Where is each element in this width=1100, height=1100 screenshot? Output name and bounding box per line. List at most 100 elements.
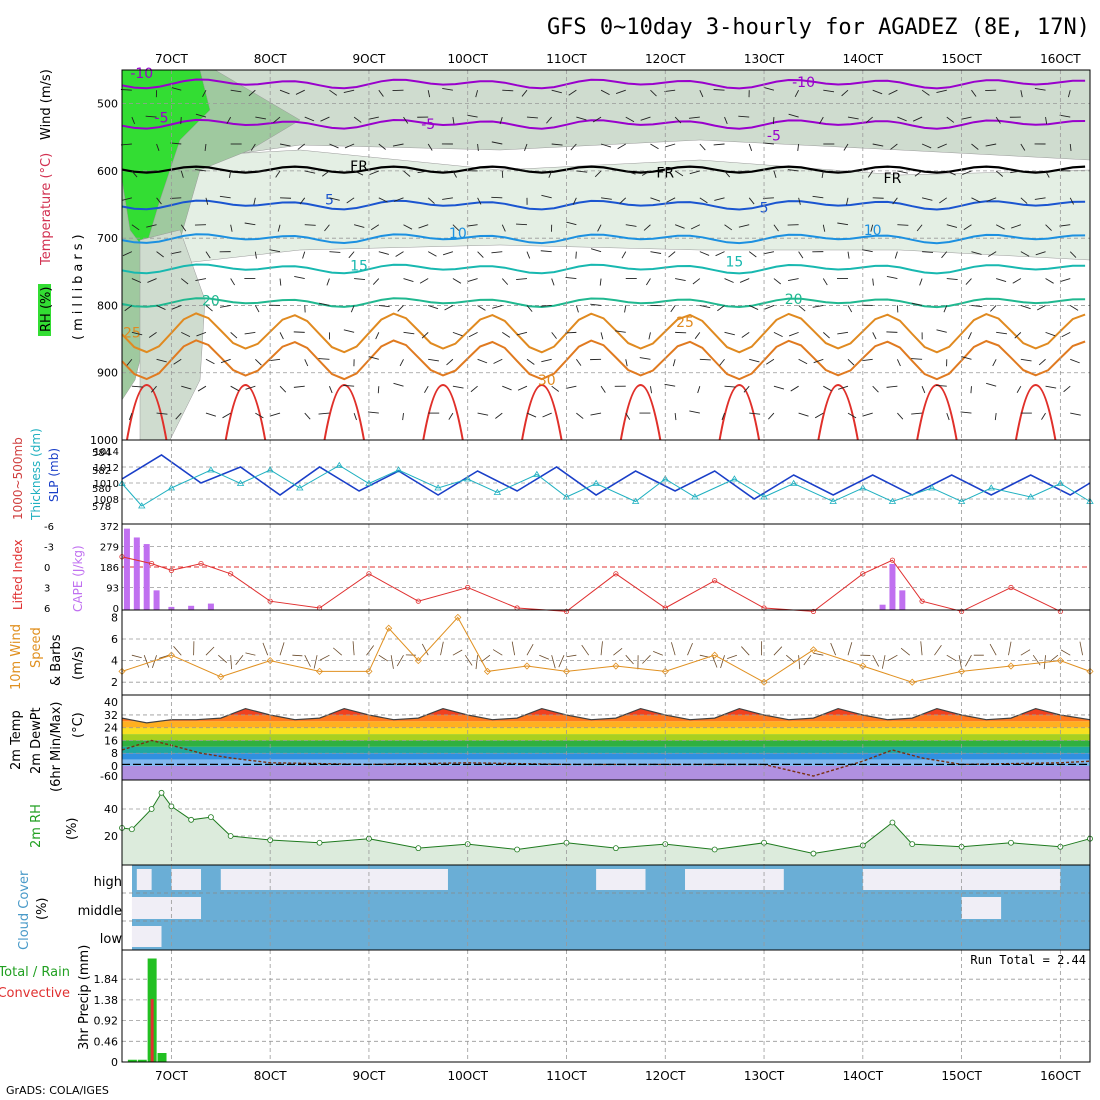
wind-barb [393,382,404,387]
temp-tick: 24 [104,722,118,735]
thickness-range-label: 1000~500mb [11,437,25,520]
wind10m-barb [218,654,228,664]
wind-barb [867,170,874,178]
wind-barb [594,170,602,178]
wind-barbs-label: & Barbs [49,634,64,686]
rh-point [227,833,234,839]
wind-barb [790,385,799,392]
wind-barb [470,385,478,393]
wind-barb [961,356,972,360]
wind-barb [724,331,735,336]
wind-barb [248,89,256,97]
wind-barb [343,89,355,94]
thickness-point [464,475,472,482]
wind-barb [477,143,479,152]
cape-label: CAPE (J/kg) [71,545,85,612]
surface-isotherm-arch [619,384,662,441]
wind-barb [427,251,437,257]
wind-barb [526,412,537,418]
wind10m-barb [798,655,801,670]
wind-barb [619,197,627,204]
wind-barb [346,197,355,204]
li-point [149,560,155,567]
wind-barb [970,386,972,394]
rh-point [415,845,422,852]
thickness-point [730,475,739,482]
wind-barb [764,305,775,310]
contour-label: 20 [202,293,220,309]
wind-barb [230,89,242,93]
wind-barb [625,224,637,227]
wind-barb [939,197,948,204]
wind-barb [996,331,1007,335]
surface-isotherm-arch [817,384,859,441]
wind-barb [738,170,750,173]
wind-barb [145,170,157,173]
wind10m-barb [1048,654,1059,663]
wind-barb [773,385,785,390]
wind-barb [1020,251,1030,257]
wind-barb [838,385,849,390]
thickness-point [434,484,442,491]
precip-conv-bar [150,999,154,1062]
wind-barb [121,197,132,201]
wind-barb [961,170,972,176]
wind-barb [156,143,160,151]
li-point [198,560,204,567]
wind-barb [897,224,909,226]
wind-barb [1045,117,1048,125]
wind-barb [326,278,330,286]
thickness-point [493,488,502,495]
top-time-axis: 7OCT 8OCT 9OCT 10OCT 11OCT 12OCT 13OCT 14OCT 15O… [155,52,1081,66]
wind-barb [551,385,560,392]
wind-barb [916,224,923,232]
wind10m-barb [600,641,603,656]
wind-barb [181,385,192,390]
wind10m-barb [773,646,783,656]
wind-barb [302,251,306,259]
wind10m-barb [159,654,170,659]
top-tick-label: 12OCT [645,52,686,66]
wind-speed-point [385,624,393,632]
wind-barb [477,251,484,258]
run-total-label: Run Total = 2.44 [970,953,1086,967]
thickness-point [394,466,403,473]
wind-barb [971,251,982,255]
temp-band [122,740,1090,747]
dewpoint-line [121,739,1091,777]
pressure-tick: 800 [97,299,118,312]
thickness-point [138,502,146,509]
rh-shade-saturated [121,69,211,251]
wind-barb [279,278,282,286]
rh-point [711,846,718,853]
wind-barb [724,116,728,125]
wind-barb [670,305,676,313]
wind10m-barb [900,647,910,656]
wind-barb [823,332,830,339]
wind-barb [230,332,238,339]
pressure-tick: 700 [97,232,118,245]
wind-barb [526,116,538,119]
wind-barb [713,89,725,91]
temp-tick: 16 [104,734,118,747]
wind10m-barb [881,655,886,669]
wind10m-barb [511,641,516,656]
wind-barb [847,412,857,419]
wind-barb [570,143,577,151]
rh2m-panel: 40 20 [104,779,1093,866]
li-point [889,557,896,563]
rh-point [158,789,165,796]
wind-barb [822,224,826,232]
wind-barb [1037,305,1046,311]
contour-label: FR [656,166,674,182]
wind-barb [886,385,898,388]
wind-barb [343,384,355,387]
rh-tick: 20 [104,830,118,843]
wind10m-barb [642,654,651,664]
wind-barb [318,412,330,415]
wind-barb [220,358,231,364]
cape-bar [879,604,886,610]
wind-barb [641,170,651,176]
wind-barb [205,412,216,417]
